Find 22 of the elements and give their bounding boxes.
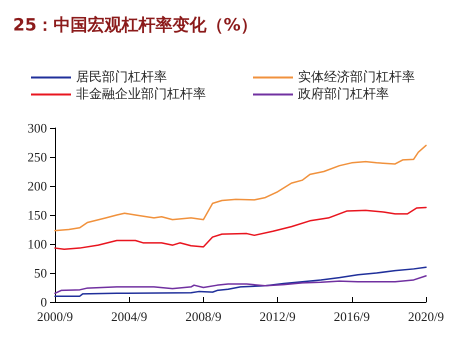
y-tick-label: 300 — [28, 120, 47, 136]
line-series — [54, 275, 427, 294]
legend-label: 政府部门杠杆率 — [298, 86, 389, 102]
line-series — [54, 144, 427, 232]
y-tick-label: 200 — [28, 178, 47, 194]
legend-label: 居民部门杠杆率 — [76, 69, 167, 85]
x-tick-label: 2012/9 — [260, 309, 296, 324]
line-series — [54, 206, 427, 250]
x-tick-label: 2020/9 — [408, 309, 444, 324]
y-tick-label: 150 — [28, 208, 47, 222]
y-tick-label: 100 — [28, 236, 47, 252]
y-tick-label: 50 — [34, 266, 47, 280]
legend-label: 实体经济部门杠杆率 — [298, 69, 415, 85]
x-tick-label: 2016/9 — [334, 309, 370, 324]
x-tick-label: 2004/9 — [111, 309, 148, 324]
chart-title: 25：中国宏观杠杆率变化（%） — [13, 16, 258, 36]
y-tick-label: 0 — [40, 294, 47, 310]
x-tick-label: 2000/9 — [36, 309, 74, 324]
line-series — [54, 266, 427, 297]
y-tick-label: 250 — [28, 150, 47, 164]
x-tick-label: 2008/9 — [185, 309, 222, 324]
legend-label: 非金融企业部门杠杆率 — [76, 86, 206, 102]
